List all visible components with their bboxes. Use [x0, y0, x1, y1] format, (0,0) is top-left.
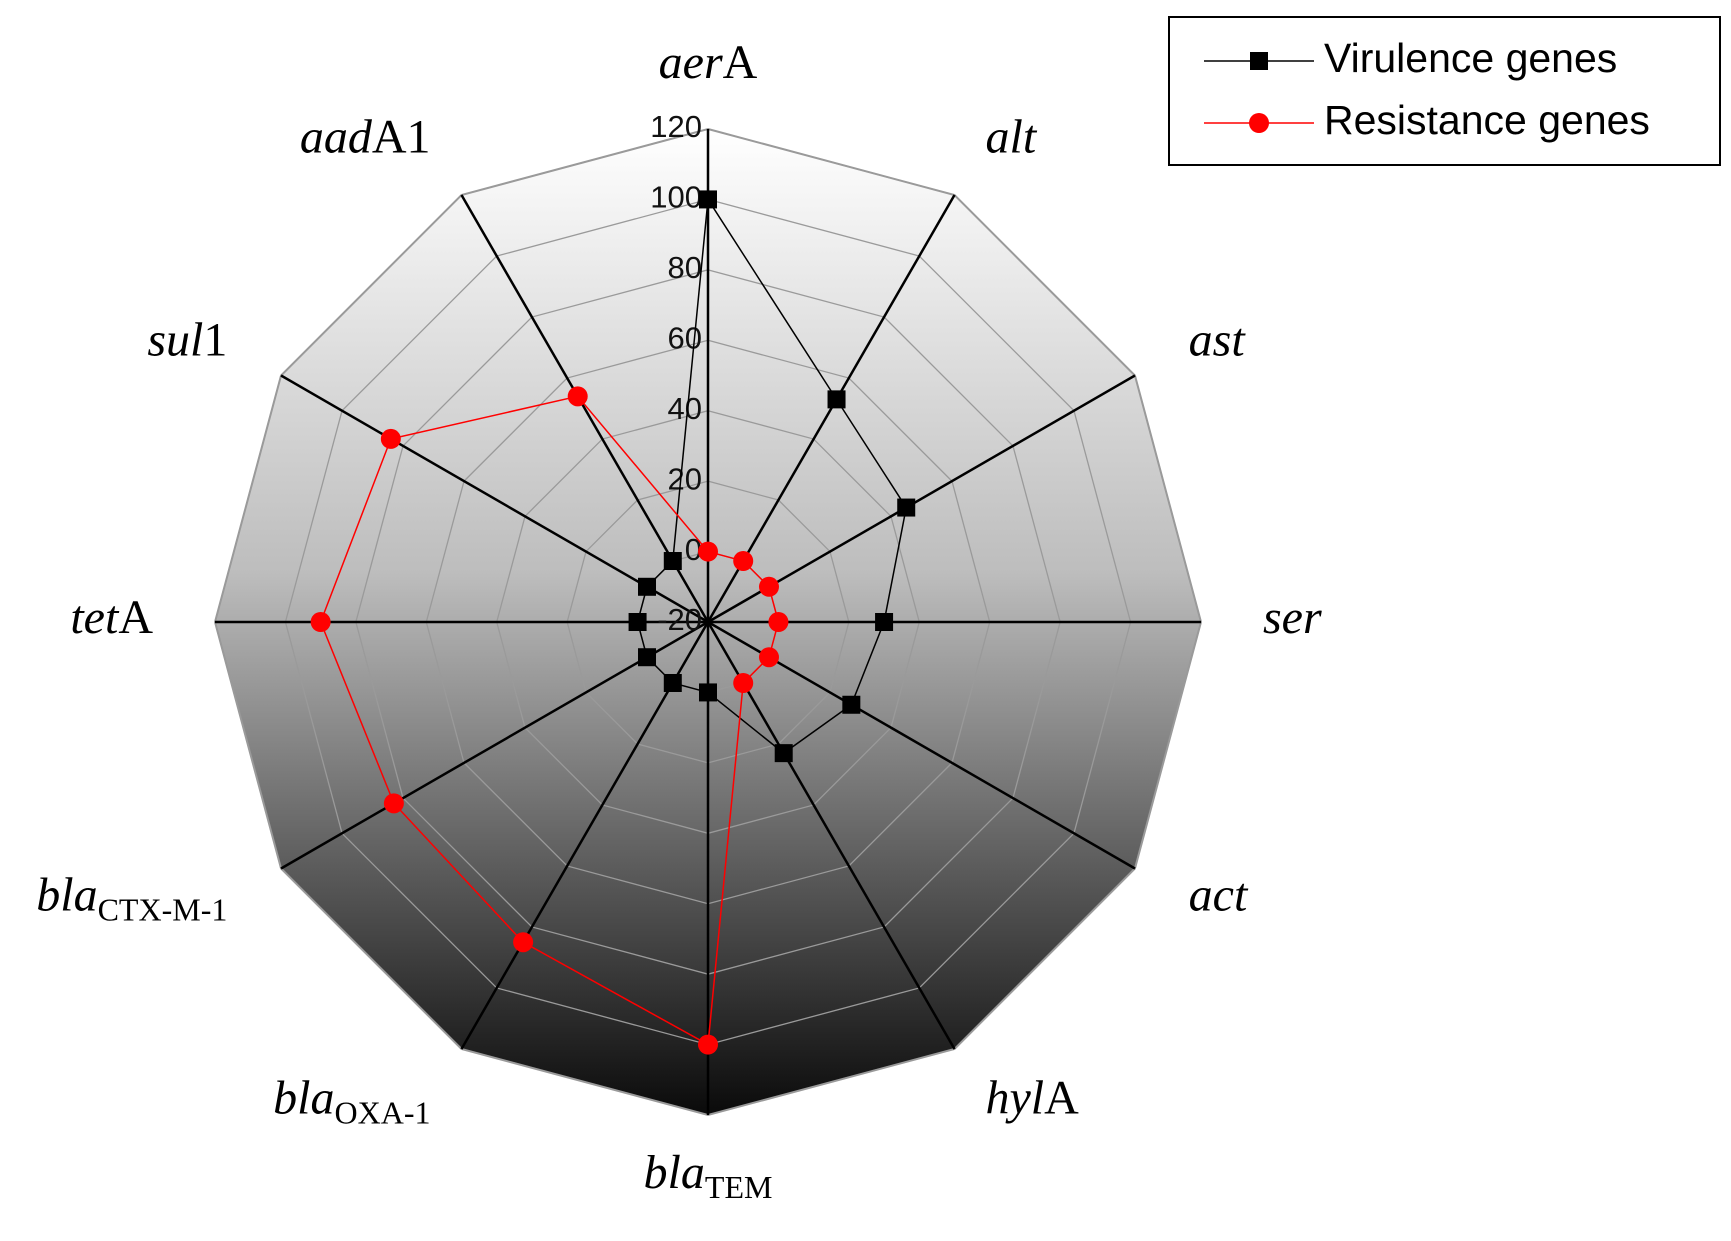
axis-line: [707, 620, 1136, 870]
marker: [842, 695, 861, 714]
legend-marker: [1250, 52, 1268, 70]
marker: [310, 612, 331, 632]
tick-label: 20: [668, 461, 702, 496]
marker: [758, 647, 779, 668]
tick-label: 80: [668, 250, 702, 285]
marker: [897, 498, 916, 517]
category-label: alt: [986, 110, 1038, 163]
category-label: ser: [1263, 591, 1322, 644]
category-label: sul1: [147, 314, 227, 367]
marker: [638, 648, 657, 667]
marker: [638, 577, 657, 596]
marker: [758, 576, 779, 597]
label-italic: ast: [1189, 314, 1247, 367]
axis-line: [460, 194, 710, 623]
label-italic: bla: [644, 1146, 705, 1199]
label-italic: bla: [36, 869, 97, 922]
tick-label: 100: [650, 180, 702, 215]
marker: [827, 390, 846, 409]
tick-label: 120: [650, 109, 702, 144]
marker: [628, 613, 647, 631]
category-label: ast: [1189, 314, 1247, 367]
label-text: A: [1044, 1072, 1079, 1125]
axis-line: [706, 621, 956, 1050]
marker: [733, 672, 754, 693]
marker: [663, 673, 682, 692]
axis-line: [280, 620, 709, 870]
axis-line: [706, 194, 956, 623]
label-italic: bla: [273, 1072, 334, 1125]
marker: [383, 793, 404, 814]
marker: [768, 612, 789, 632]
marker: [875, 613, 894, 631]
label-italic: sul: [147, 314, 203, 367]
category-label: aadA1: [300, 110, 431, 163]
label-sub: TEM: [705, 1169, 773, 1205]
label-italic: aad: [300, 110, 373, 163]
label-italic: tet: [70, 591, 120, 644]
marker: [567, 386, 588, 407]
axis-line: [707, 374, 1136, 624]
axis-line: [460, 621, 710, 1050]
legend-label: Virulence genes: [1324, 35, 1617, 81]
label-italic: act: [1189, 869, 1249, 922]
tick-label: 40: [668, 391, 702, 426]
tick-label: 60: [668, 320, 702, 355]
label-italic: aer: [659, 36, 723, 89]
label-italic: ser: [1263, 591, 1322, 644]
label-sub: OXA-1: [335, 1095, 431, 1131]
marker: [733, 551, 754, 572]
marker: [774, 744, 793, 763]
tick-label: 0: [685, 532, 702, 567]
label-text: 1: [203, 314, 227, 367]
marker: [663, 552, 682, 571]
category-label: tetA: [70, 591, 153, 644]
marker: [698, 1034, 718, 1055]
legend-label: Resistance genes: [1324, 97, 1650, 143]
marker: [699, 190, 717, 209]
legend: Virulence genes Resistance genes: [1168, 16, 1721, 166]
legend-box: [1168, 16, 1721, 166]
category-label: blaOXA-1: [273, 1072, 430, 1131]
marker: [699, 683, 717, 702]
marker: [380, 428, 401, 449]
category-label: blaCTX-M-1: [36, 869, 227, 928]
category-label: aerA: [659, 36, 758, 89]
label-text: A1: [372, 110, 431, 163]
category-label: blaTEM: [644, 1146, 773, 1205]
axis-line: [280, 374, 709, 624]
category-label: hylA: [986, 1072, 1080, 1125]
legend-marker: [1249, 113, 1269, 133]
label-italic: alt: [986, 110, 1038, 163]
label-sub: CTX-M-1: [98, 892, 228, 928]
label-italic: hyl: [986, 1072, 1045, 1125]
label-text: A: [118, 591, 153, 644]
marker: [513, 932, 534, 953]
marker: [698, 541, 718, 562]
label-text: A: [723, 36, 758, 89]
tick-label: -20: [657, 602, 702, 637]
category-label: act: [1189, 869, 1249, 922]
